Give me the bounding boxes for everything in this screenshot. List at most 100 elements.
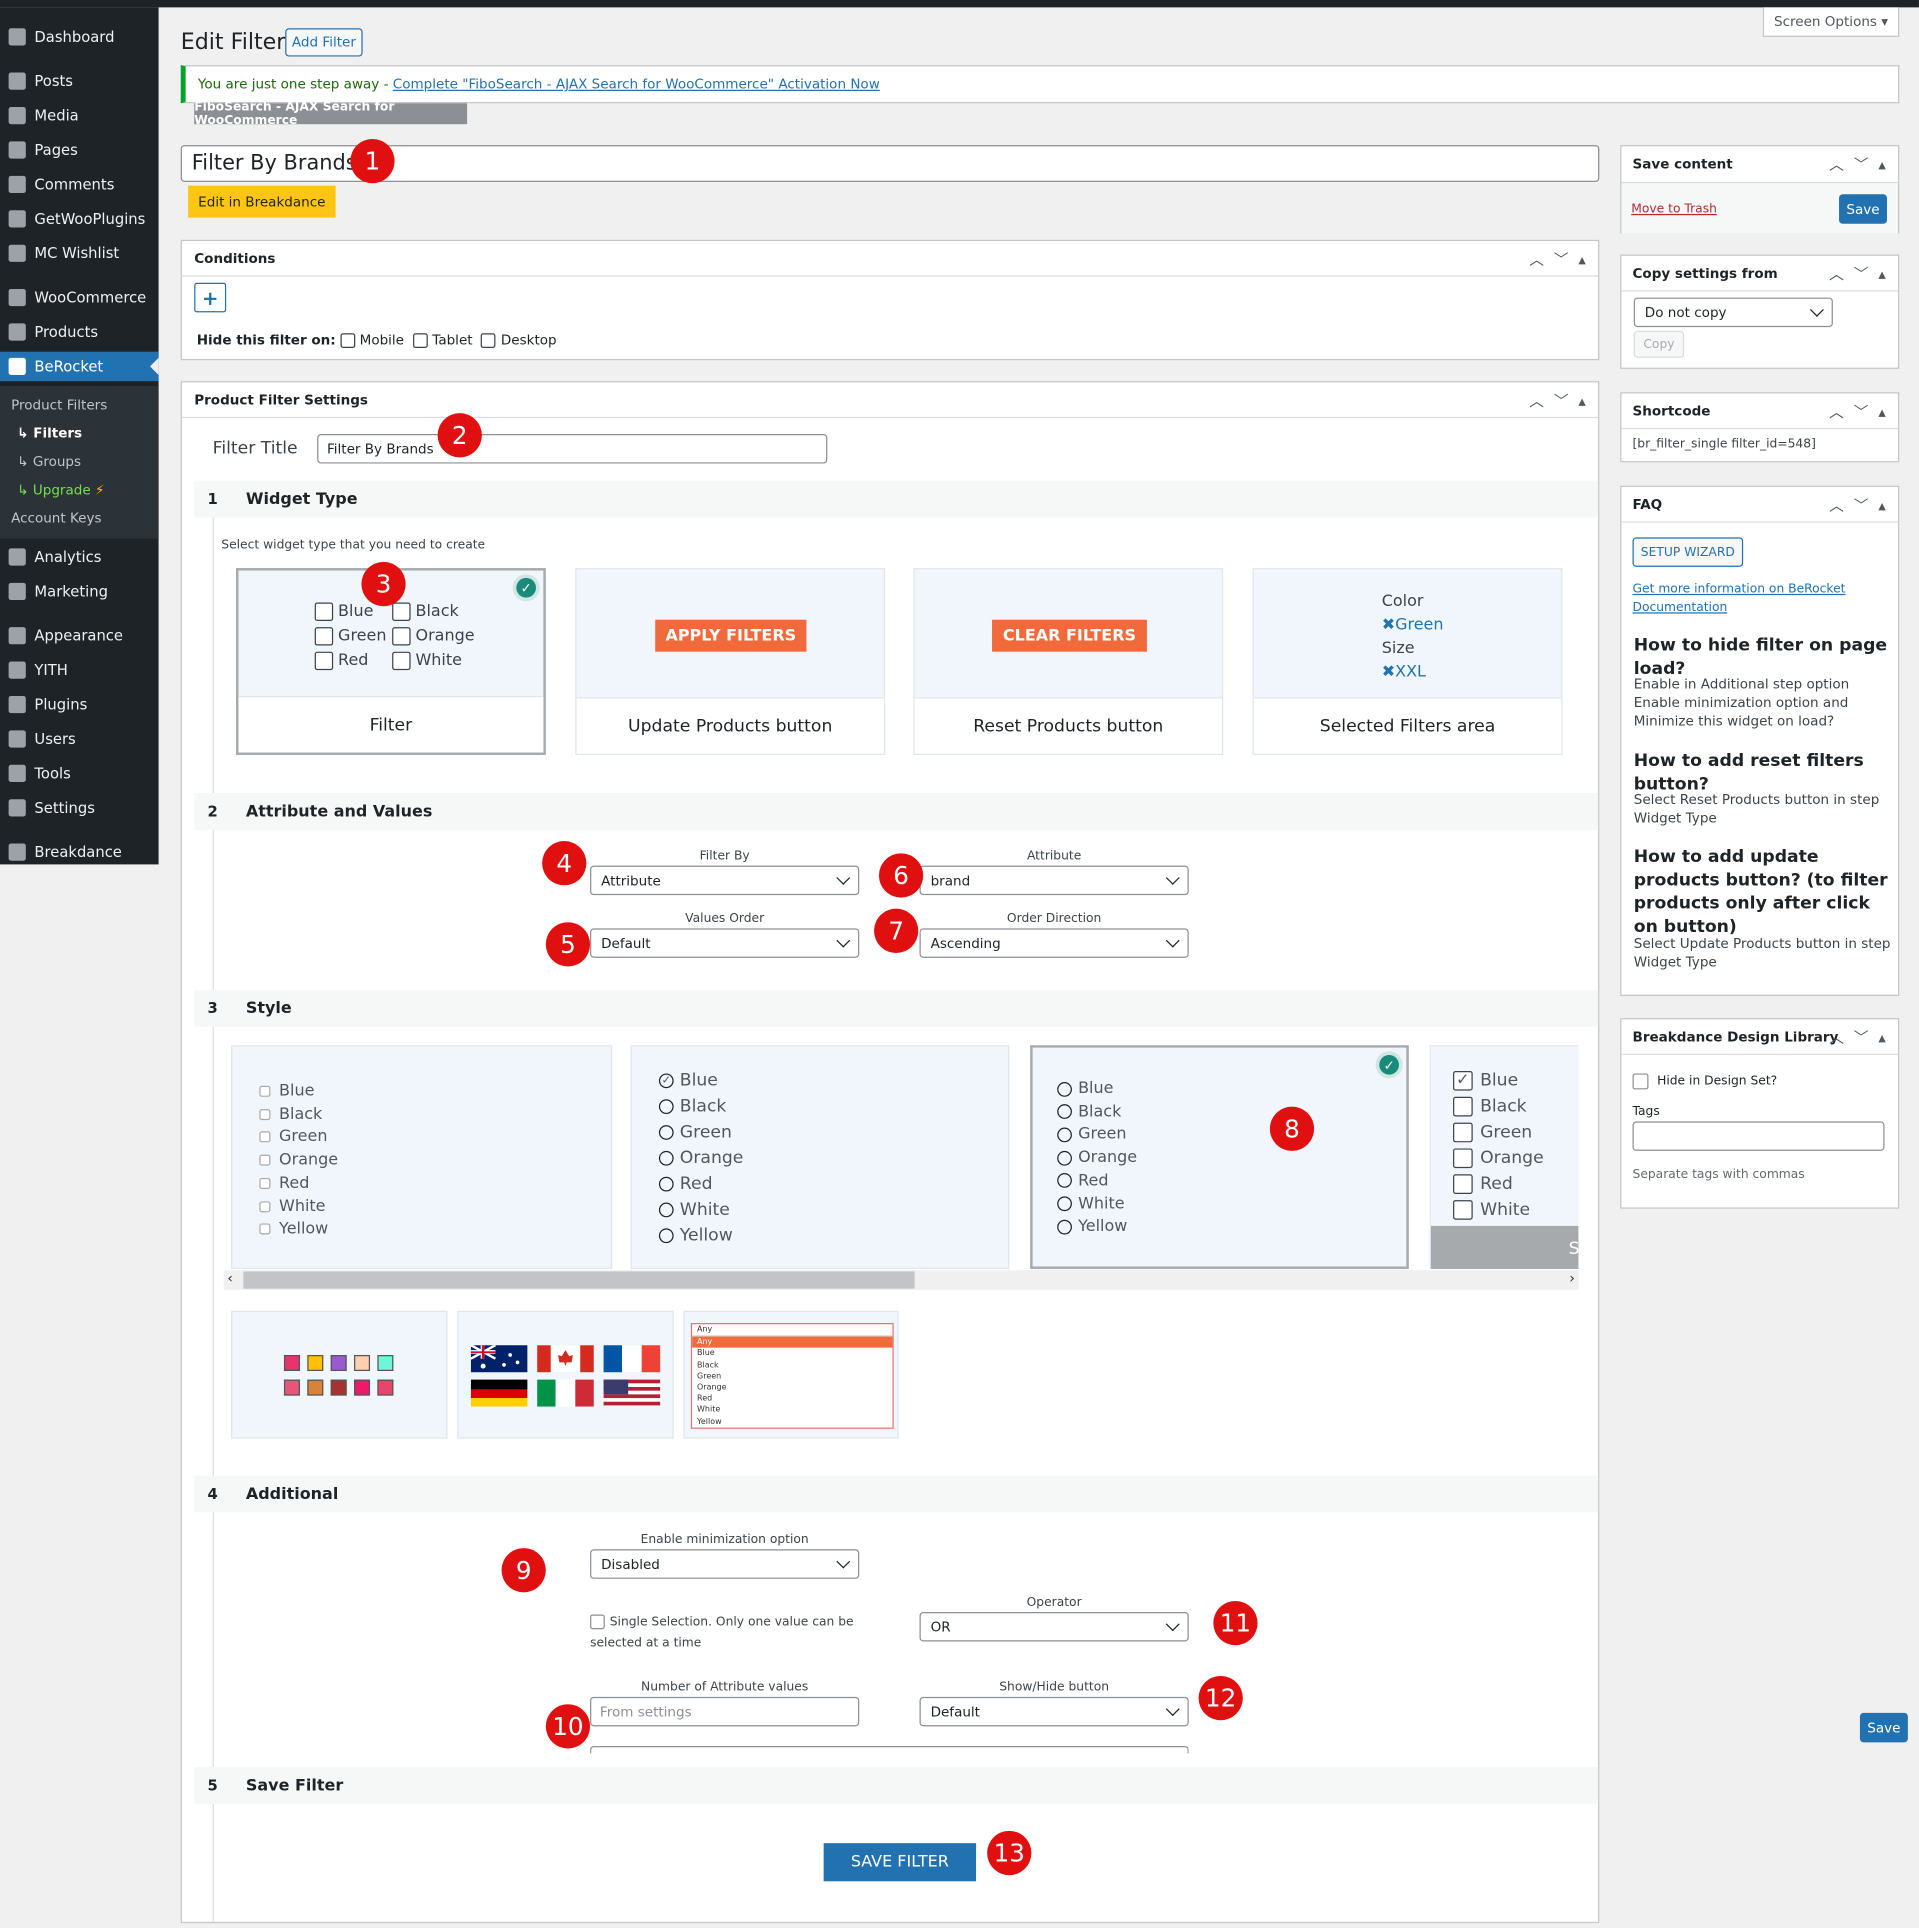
menu-item-woocommerce[interactable]: WooCommerce bbox=[0, 283, 159, 313]
conditions-box: Conditions ︿﹀▴ + Hide this filter on: Mo… bbox=[180, 239, 1600, 361]
tablet-checkbox[interactable] bbox=[412, 332, 428, 348]
shortcode-value: [br_filter_single filter_id=548] bbox=[1632, 437, 1816, 452]
activation-link[interactable]: Complete "FiboSearch - AJAX Search for W… bbox=[392, 76, 880, 93]
posts-icon bbox=[8, 72, 26, 90]
menu-item-dashboard[interactable]: Dashboard bbox=[0, 22, 159, 52]
screen-options-label: Screen Options bbox=[1773, 13, 1877, 30]
style-card-small-checkbox[interactable]: Blue Black Green Orange Red White Yellow bbox=[231, 1045, 613, 1269]
operator-label: Operator bbox=[1026, 1596, 1082, 1610]
documentation-link[interactable]: Get more information on BeRocket Documen… bbox=[1632, 582, 1846, 615]
step-title: Additional bbox=[245, 1484, 339, 1504]
filter-title-input[interactable]: Filter By Brands bbox=[317, 434, 828, 464]
menu-item-pages[interactable]: Pages bbox=[0, 135, 159, 165]
submenu-product-filters[interactable]: Product Filters bbox=[11, 397, 108, 414]
brush-icon bbox=[8, 627, 26, 645]
menu-item-comments[interactable]: Comments bbox=[0, 170, 159, 200]
carousel-scrollbar[interactable]: ‹ › bbox=[223, 1270, 1579, 1290]
box-arrows[interactable]: ︿﹀▴ bbox=[1829, 496, 1896, 514]
color-swatch bbox=[354, 1379, 371, 1396]
step-style[interactable]: 3 Style bbox=[194, 989, 1599, 1027]
copy-from-select[interactable]: Do not copy bbox=[1633, 297, 1833, 328]
floating-save-button[interactable]: Save bbox=[1859, 1712, 1908, 1743]
menu-item-marketing[interactable]: Marketing bbox=[0, 577, 159, 607]
screen-options-button[interactable]: Screen Options ▾ bbox=[1762, 7, 1900, 37]
menu-item-plugins[interactable]: Plugins bbox=[0, 690, 159, 720]
preview-label: Green bbox=[338, 627, 387, 646]
order-direction-select[interactable]: Ascending bbox=[919, 928, 1189, 958]
selected-check-icon: ✓ bbox=[1375, 1051, 1403, 1079]
menu-item-label: Plugins bbox=[34, 695, 88, 714]
copy-button[interactable]: Copy bbox=[1633, 330, 1685, 358]
desktop-checkbox[interactable] bbox=[481, 332, 496, 348]
sel-size: Size bbox=[1381, 639, 1415, 658]
single-selection-checkbox[interactable] bbox=[590, 1614, 605, 1630]
minimization-select[interactable]: Disabled bbox=[590, 1549, 860, 1579]
style-option: Red bbox=[658, 1172, 743, 1198]
add-condition-button[interactable]: + bbox=[194, 282, 227, 313]
mobile-checkbox[interactable] bbox=[339, 332, 355, 348]
filter-by-select[interactable]: Attribute bbox=[590, 865, 860, 896]
step-widget-type[interactable]: 1 Widget Type bbox=[194, 480, 1599, 518]
step-number: 1 bbox=[207, 490, 218, 508]
submenu-upgrade[interactable]: ↳ Upgrade ⚡ bbox=[17, 482, 105, 498]
scrollbar-thumb[interactable] bbox=[243, 1271, 915, 1289]
move-to-trash-link[interactable]: Move to Trash bbox=[1631, 202, 1717, 217]
box-arrows[interactable]: ︿﹀▴ bbox=[1829, 156, 1896, 174]
box-arrows[interactable]: ︿﹀▴ bbox=[1829, 265, 1896, 283]
save-button[interactable]: Save bbox=[1839, 194, 1887, 224]
checkbox-icon bbox=[259, 1108, 271, 1120]
submenu-filters[interactable]: ↳ Filters bbox=[17, 425, 83, 442]
box-arrows[interactable]: ︿﹀▴ bbox=[1829, 403, 1896, 421]
menu-item-mc-wishlist[interactable]: MC Wishlist bbox=[0, 239, 159, 269]
step-additional[interactable]: 4 Additional bbox=[194, 1475, 1599, 1513]
menu-item-berocket[interactable]: BeRocket bbox=[0, 351, 159, 382]
chevron-left-icon[interactable]: ‹ bbox=[227, 1270, 233, 1287]
box-arrows[interactable]: ︿﹀▴ bbox=[1529, 250, 1596, 269]
radio-icon bbox=[658, 1176, 674, 1192]
widget-card-selected[interactable]: Color ✖Green Size ✖XXL Selected Filters … bbox=[1252, 568, 1563, 755]
edit-in-breakdance-button[interactable]: Edit in Breakdance bbox=[188, 185, 336, 218]
menu-item-analytics[interactable]: Analytics bbox=[0, 542, 159, 572]
hide-design-checkbox[interactable] bbox=[1632, 1073, 1649, 1090]
step-attribute-values[interactable]: 2 Attribute and Values bbox=[194, 793, 1599, 830]
style-option: Black bbox=[658, 1094, 743, 1120]
setup-wizard-button[interactable]: SETUP WIZARD bbox=[1632, 537, 1744, 567]
showhide-select[interactable]: Default bbox=[919, 1696, 1189, 1727]
box-arrows[interactable]: ︿﹀▴ bbox=[1829, 1029, 1896, 1047]
save-filter-button[interactable]: SAVE FILTER bbox=[823, 1843, 977, 1882]
box-arrows[interactable]: ︿﹀▴ bbox=[1529, 392, 1596, 410]
menu-item-products[interactable]: Products bbox=[0, 317, 159, 347]
style-card-select[interactable]: Any Any Blue Black Green Orange Red White Yellow bbox=[683, 1310, 899, 1439]
menu-item-posts[interactable]: Posts bbox=[0, 66, 159, 96]
style-card-checkbox[interactable]: ✓ Blue Black Green Orange Red White S bbox=[1429, 1045, 1579, 1269]
operator-select[interactable]: OR bbox=[919, 1612, 1189, 1642]
widget-card-reset[interactable]: CLEAR FILTERS Reset Products button bbox=[913, 568, 1224, 755]
style-card-image[interactable] bbox=[457, 1310, 674, 1439]
step-save-filter[interactable]: 5 Save Filter bbox=[194, 1766, 1599, 1804]
filter-name-input[interactable]: Filter By Brands bbox=[180, 145, 1600, 182]
menu-item-appearance[interactable]: Appearance bbox=[0, 621, 159, 651]
menu-item-tools[interactable]: Tools bbox=[0, 759, 159, 789]
values-order-select[interactable]: Default bbox=[590, 928, 860, 958]
menu-item-breakdance[interactable]: Breakdance bbox=[0, 837, 159, 867]
widget-card-update[interactable]: APPLY FILTERS Update Products button bbox=[575, 568, 886, 755]
menu-item-getwooplugins[interactable]: GetWooPlugins bbox=[0, 204, 159, 234]
number-values-input[interactable]: From settings bbox=[590, 1696, 860, 1727]
submenu-account-keys[interactable]: Account Keys bbox=[11, 510, 102, 527]
style-card-color[interactable] bbox=[231, 1310, 448, 1439]
select-preview-item: Blue bbox=[697, 1348, 715, 1358]
style-card-radio[interactable]: ✓ Blue Black Green Orange Red White Yellow bbox=[630, 1045, 1010, 1269]
menu-item-settings[interactable]: Settings bbox=[0, 793, 159, 823]
menu-item-media[interactable]: Media bbox=[0, 101, 159, 131]
submenu-groups[interactable]: ↳ Groups bbox=[17, 453, 82, 470]
menu-item-users[interactable]: Users bbox=[0, 724, 159, 754]
submenu-groups-label: Groups bbox=[32, 453, 82, 470]
style-card-radio-small[interactable]: ✓ Blue Black Green Orange Red White Yellow bbox=[1030, 1045, 1409, 1269]
shortcode-box: Shortcode ︿﹀▴ [br_filter_single filter_i… bbox=[1620, 392, 1900, 463]
add-filter-button[interactable]: Add Filter bbox=[285, 28, 363, 57]
tags-input[interactable] bbox=[1632, 1121, 1885, 1151]
chevron-right-icon[interactable]: › bbox=[1569, 1270, 1575, 1287]
plugin-icon bbox=[8, 210, 26, 228]
menu-item-yith[interactable]: YITH bbox=[0, 655, 159, 685]
attribute-select[interactable]: brand bbox=[919, 865, 1189, 896]
